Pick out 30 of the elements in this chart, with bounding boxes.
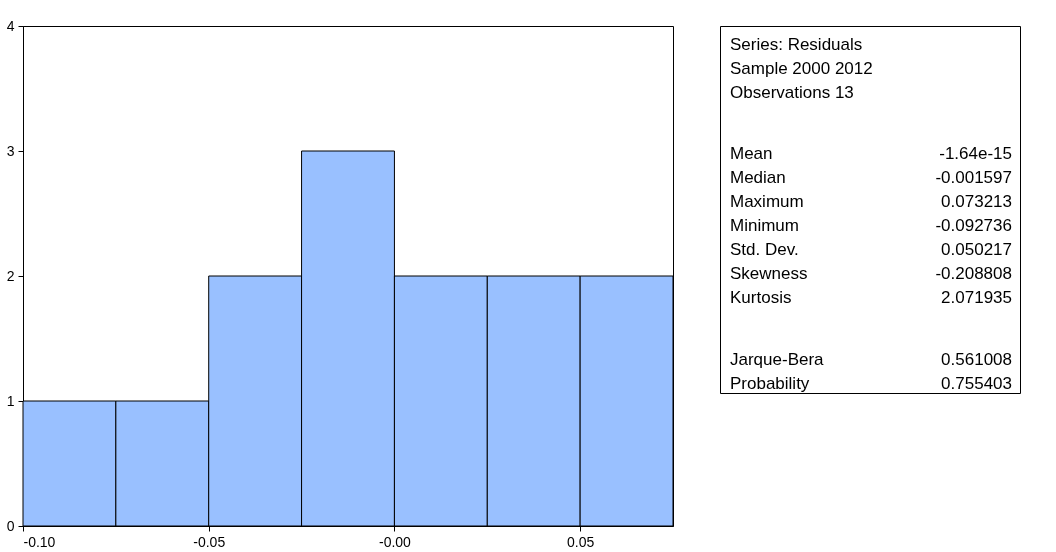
- text: 0.755403: [941, 374, 1012, 393]
- text: Skewness: [730, 264, 808, 283]
- text: 2.071935: [941, 288, 1012, 307]
- text: -0.001597: [935, 168, 1012, 187]
- x-tick-label: 0.05: [567, 533, 595, 550]
- text: Std. Dev.: [730, 240, 799, 259]
- y-tick-label: 2: [6, 267, 15, 284]
- y-tick-label: 1: [6, 392, 15, 409]
- text: Mean: [730, 144, 773, 163]
- text: Jarque-Bera: [730, 350, 825, 369]
- text: 0.073213: [941, 192, 1012, 211]
- text: -0.092736: [935, 216, 1012, 235]
- text: 0.561008: [941, 350, 1012, 369]
- text: 0.050217: [941, 240, 1012, 259]
- text: Observations 13: [730, 83, 854, 102]
- y-tick-label: 4: [6, 17, 15, 34]
- text: -1.64e-15: [939, 144, 1012, 163]
- text: Kurtosis: [730, 288, 792, 307]
- text: Median: [730, 168, 786, 187]
- y-tick-label: 3: [6, 142, 15, 159]
- text: Series: Residuals: [730, 35, 863, 54]
- text: Maximum: [730, 192, 804, 211]
- text: Minimum: [730, 216, 799, 235]
- x-tick-label: -0.05: [193, 533, 226, 550]
- x-tick-label: -0.10: [23, 533, 56, 550]
- text: Sample 2000 2012: [730, 59, 873, 78]
- x-tick-label: -0.00: [378, 533, 412, 550]
- text: -0.208808: [935, 264, 1012, 283]
- text: Probability: [730, 374, 810, 393]
- y-tick-label: 0: [6, 517, 15, 534]
